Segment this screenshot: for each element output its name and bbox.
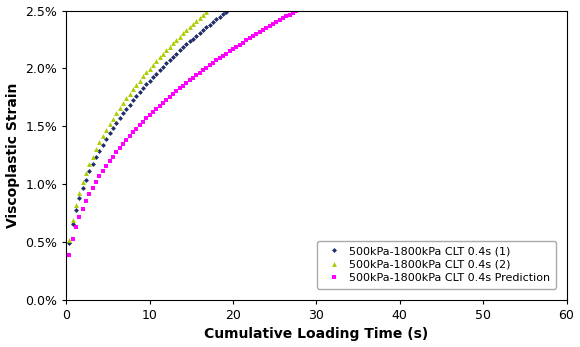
500kPa-1800kPa CLT 0.4s Prediction [286, 12, 293, 17]
Legend: 500kPa-1800kPa CLT 0.4s (1), 500kPa-1800kPa CLT 0.4s (2), 500kPa-1800kPa CLT 0.4: 500kPa-1800kPa CLT 0.4s (1), 500kPa-1800… [317, 241, 556, 288]
Line: 500kPa-1800kPa CLT 0.4s Prediction: 500kPa-1800kPa CLT 0.4s Prediction [68, 0, 468, 257]
500kPa-1800kPa CLT 0.4s (1) [150, 75, 157, 79]
500kPa-1800kPa CLT 0.4s Prediction [150, 110, 157, 114]
X-axis label: Cumulative Loading Time (s): Cumulative Loading Time (s) [204, 328, 429, 341]
500kPa-1800kPa CLT 0.4s Prediction [66, 253, 73, 257]
Y-axis label: Viscoplastic Strain: Viscoplastic Strain [6, 83, 20, 228]
500kPa-1800kPa CLT 0.4s (1) [66, 241, 73, 245]
Line: 500kPa-1800kPa CLT 0.4s (2): 500kPa-1800kPa CLT 0.4s (2) [67, 0, 469, 243]
500kPa-1800kPa CLT 0.4s (1) [173, 51, 180, 56]
500kPa-1800kPa CLT 0.4s (2) [66, 238, 73, 242]
Line: 500kPa-1800kPa CLT 0.4s (1): 500kPa-1800kPa CLT 0.4s (1) [68, 0, 468, 245]
500kPa-1800kPa CLT 0.4s (2) [173, 38, 180, 42]
500kPa-1800kPa CLT 0.4s (2) [150, 62, 157, 67]
500kPa-1800kPa CLT 0.4s Prediction [173, 89, 180, 93]
